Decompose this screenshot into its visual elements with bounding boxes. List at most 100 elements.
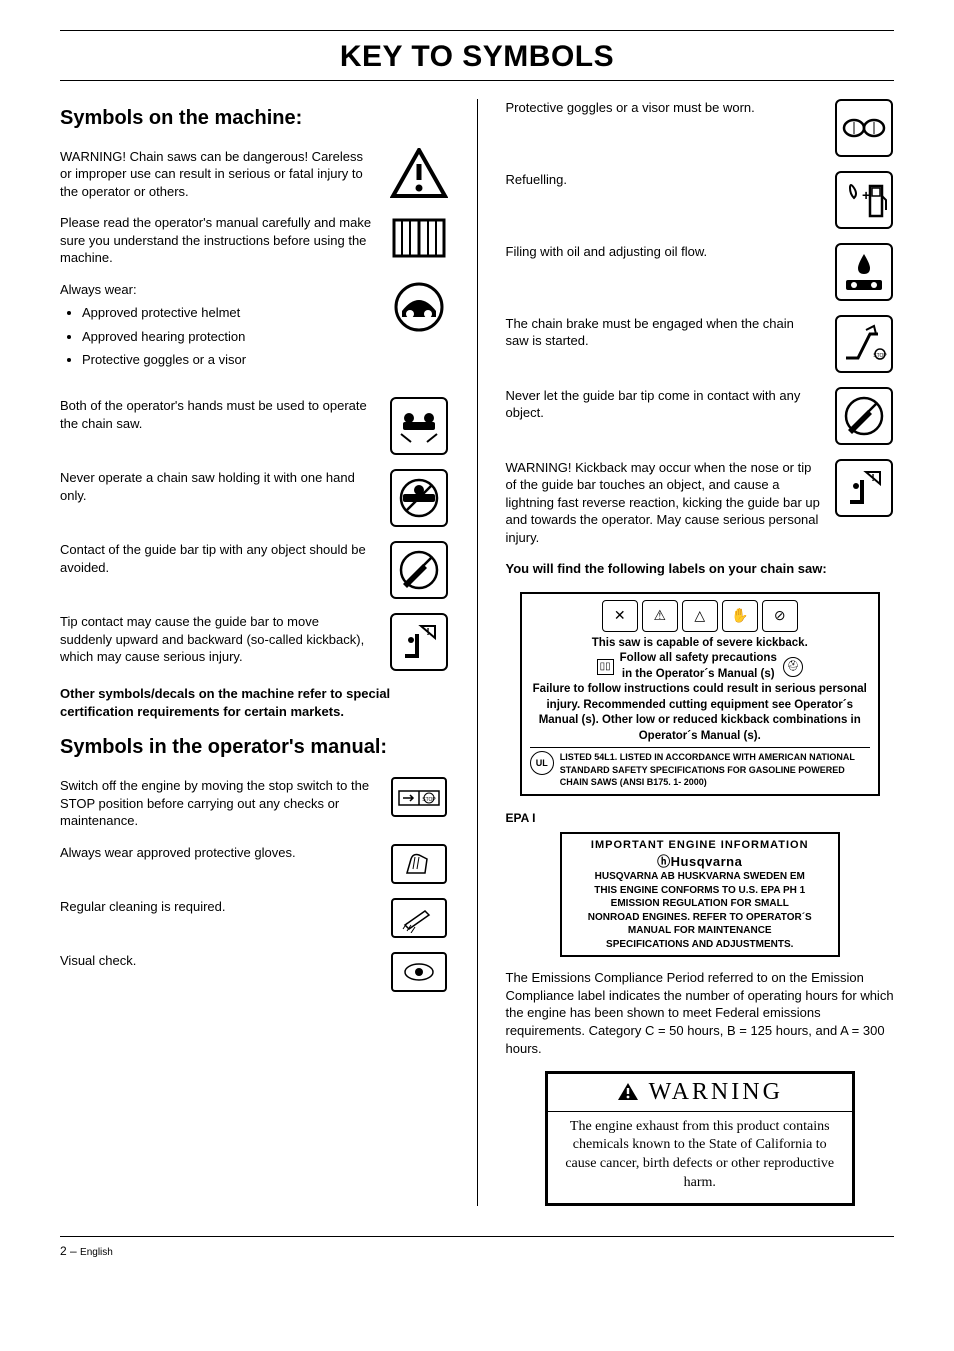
epa-l7: SPECIFICATIONS AND ADJUSTMENTS. bbox=[568, 938, 832, 952]
text-tip-avoid: Contact of the guide bar tip with any ob… bbox=[60, 541, 375, 576]
svg-text:STOP: STOP bbox=[422, 797, 436, 803]
label-line2: Follow all safety precautions bbox=[620, 651, 777, 667]
gloves-icon bbox=[389, 844, 449, 884]
epa-l6: MANUAL FOR MAINTENANCE bbox=[568, 924, 832, 938]
label-ul-row: UL LISTED 54L1. LISTED IN ACCORDANCE WIT… bbox=[530, 747, 870, 787]
item-goggles: Protective goggles or a visor must be wo… bbox=[506, 99, 895, 157]
svg-text:!: ! bbox=[426, 627, 429, 638]
text-warning-chainsaw: WARNING! Chain saws can be dangerous! Ca… bbox=[60, 148, 375, 201]
wear-item-1: Approved hearing protection bbox=[82, 328, 375, 346]
oil-icon bbox=[834, 243, 894, 301]
mini-twohands-icon: ✋ bbox=[722, 600, 758, 632]
kickback-warning-icon: ! bbox=[389, 613, 449, 671]
top-rule bbox=[60, 30, 894, 31]
mini-warning-icon: △ bbox=[682, 600, 718, 632]
item-oil: Filing with oil and adjusting oil flow. bbox=[506, 243, 895, 301]
item-two-hands: Both of the operator's hands must be use… bbox=[60, 397, 449, 455]
text-visual: Visual check. bbox=[60, 952, 375, 970]
label-header-icons: ✕ ⚠ △ ✋ ⊘ bbox=[530, 600, 870, 632]
text-cleaning: Regular cleaning is required. bbox=[60, 898, 375, 916]
mini-kickback-icon: ⚠ bbox=[642, 600, 678, 632]
item-one-hand: Never operate a chain saw holding it wit… bbox=[60, 469, 449, 527]
item-tip-never: Never let the guide bar tip come in cont… bbox=[506, 387, 895, 445]
footer-language: English bbox=[80, 1247, 113, 1258]
wear-item-2: Protective goggles or a visor bbox=[82, 351, 375, 369]
mini-onehand-icon: ⊘ bbox=[762, 600, 798, 632]
epa-heading: EPA I bbox=[506, 810, 895, 826]
item-cleaning: Regular cleaning is required. bbox=[60, 898, 449, 938]
labels-intro: You will find the following labels on yo… bbox=[506, 560, 895, 578]
manual-book-icon bbox=[389, 214, 449, 260]
footer-page-number: 2 bbox=[60, 1244, 67, 1258]
ul-mark-icon: UL bbox=[530, 751, 554, 775]
content-columns: Symbols on the machine: WARNING! Chain s… bbox=[60, 99, 894, 1207]
tip-contact-prohibited-icon-2 bbox=[834, 387, 894, 445]
warning-triangle-icon bbox=[389, 148, 449, 200]
emissions-text: The Emissions Compliance Period referred… bbox=[506, 969, 895, 1057]
column-divider bbox=[477, 99, 478, 1207]
label-line4: Failure to follow instructions could res… bbox=[530, 682, 870, 744]
epa-l4: EMISSION REGULATION FOR SMALL bbox=[568, 897, 832, 911]
text-read-manual: Please read the operator's manual carefu… bbox=[60, 214, 375, 267]
text-brake: The chain brake must be engaged when the… bbox=[506, 315, 821, 350]
text-tip-never: Never let the guide bar tip come in cont… bbox=[506, 387, 821, 422]
item-switch-off: Switch off the engine by moving the stop… bbox=[60, 777, 449, 830]
text-two-hands: Both of the operator's hands must be use… bbox=[60, 397, 375, 432]
item-tip-avoid: Contact of the guide bar tip with any ob… bbox=[60, 541, 449, 599]
mini-helmet-icon: ⛑ bbox=[783, 657, 803, 677]
item-always-wear: Always wear: Approved protective helmet … bbox=[60, 281, 449, 383]
brush-icon bbox=[389, 898, 449, 938]
stop-switch-icon: STOP bbox=[389, 777, 449, 817]
wear-list: Approved protective helmet Approved hear… bbox=[60, 304, 375, 369]
text-refuel: Refuelling. bbox=[506, 171, 821, 189]
kickback-warning-icon-2: ! bbox=[834, 459, 894, 517]
left-column: Symbols on the machine: WARNING! Chain s… bbox=[60, 99, 449, 1207]
label-line1: This saw is capable of severe kickback. bbox=[530, 636, 870, 652]
text-oil: Filing with oil and adjusting oil flow. bbox=[506, 243, 821, 261]
page-footer: 2 – English bbox=[60, 1236, 894, 1260]
epa-l2: HUSQVARNA AB HUSKVARNA SWEDEN EM bbox=[568, 870, 832, 884]
safety-label-box: ✕ ⚠ △ ✋ ⊘ This saw is capable of severe … bbox=[520, 592, 880, 796]
fuel-pump-icon: + bbox=[834, 171, 894, 229]
item-refuel: Refuelling. + bbox=[506, 171, 895, 229]
item-visual: Visual check. bbox=[60, 952, 449, 992]
eye-icon bbox=[389, 952, 449, 992]
item-kickback-warn: WARNING! Kickback may occur when the nos… bbox=[506, 459, 895, 547]
one-hand-prohibited-icon bbox=[389, 469, 449, 527]
chain-brake-icon: STOP bbox=[834, 315, 894, 373]
heading-symbols-machine: Symbols on the machine: bbox=[60, 105, 449, 132]
item-kickback: Tip contact may cause the guide bar to m… bbox=[60, 613, 449, 671]
mini-tip-icon: ✕ bbox=[602, 600, 638, 632]
always-wear-label: Always wear: bbox=[60, 281, 375, 299]
item-gloves: Always wear approved protective gloves. bbox=[60, 844, 449, 884]
text-goggles: Protective goggles or a visor must be wo… bbox=[506, 99, 821, 117]
right-column: Protective goggles or a visor must be wo… bbox=[506, 99, 895, 1207]
item-warning-chainsaw: WARNING! Chain saws can be dangerous! Ca… bbox=[60, 148, 449, 201]
wear-item-0: Approved protective helmet bbox=[82, 304, 375, 322]
text-kickback: Tip contact may cause the guide bar to m… bbox=[60, 613, 375, 666]
epa-l1: IMPORTANT ENGINE INFORMATION bbox=[568, 838, 832, 853]
california-warning-box: WARNING The engine exhaust from this pro… bbox=[545, 1071, 855, 1206]
text-other-symbols: Other symbols/decals on the machine refe… bbox=[60, 685, 449, 720]
svg-text:!: ! bbox=[871, 473, 874, 484]
epa-brand: ⓗHusqvarna bbox=[568, 853, 832, 871]
two-hands-icon bbox=[389, 397, 449, 455]
warning-header: WARNING bbox=[548, 1074, 852, 1111]
svg-text:STOP: STOP bbox=[873, 353, 887, 359]
goggles-icon bbox=[834, 99, 894, 157]
heading-symbols-manual: Symbols in the operator's manual: bbox=[60, 734, 449, 761]
text-switch-off: Switch off the engine by moving the stop… bbox=[60, 777, 375, 830]
epa-l3: THIS ENGINE CONFORMS TO U.S. EPA PH 1 bbox=[568, 884, 832, 898]
epa-l5: NONROAD ENGINES. REFER TO OPERATOR´S bbox=[568, 911, 832, 925]
footer-sep: – bbox=[67, 1244, 80, 1258]
helmet-icon bbox=[389, 281, 449, 333]
label-line3: in the Operator´s Manual (s) bbox=[620, 667, 777, 683]
text-gloves: Always wear approved protective gloves. bbox=[60, 844, 375, 862]
warning-triangle-small-icon bbox=[617, 1082, 639, 1102]
warning-title: WARNING bbox=[649, 1076, 783, 1108]
text-kickback-warn: WARNING! Kickback may occur when the nos… bbox=[506, 459, 821, 547]
epa-label-box: IMPORTANT ENGINE INFORMATION ⓗHusqvarna … bbox=[560, 832, 840, 957]
item-brake: The chain brake must be engaged when the… bbox=[506, 315, 895, 373]
tip-contact-prohibited-icon bbox=[389, 541, 449, 599]
item-read-manual: Please read the operator's manual carefu… bbox=[60, 214, 449, 267]
